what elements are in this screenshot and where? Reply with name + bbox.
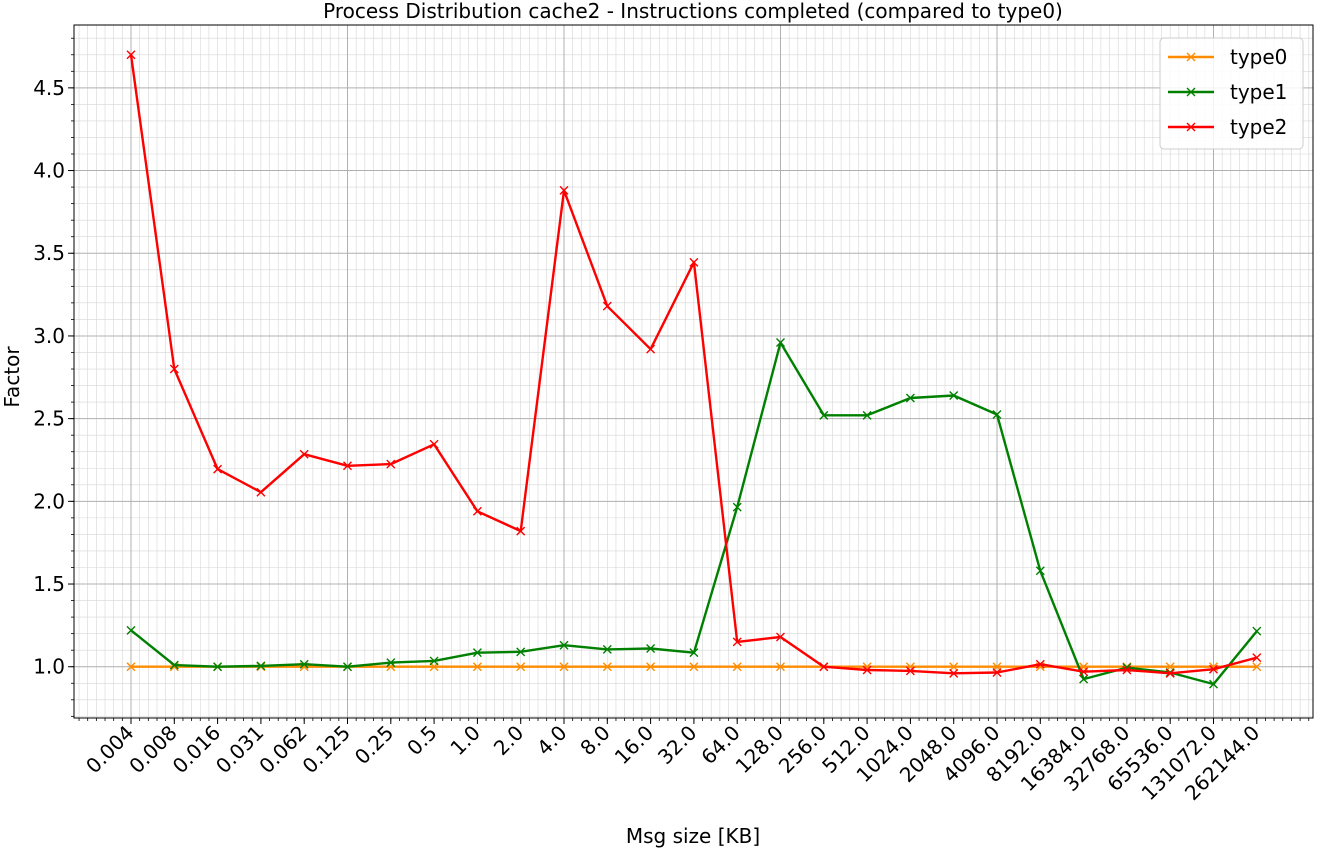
data-point-type2: [732, 637, 742, 647]
series-layer: [126, 50, 1262, 689]
series-type1: [126, 338, 1262, 689]
data-point-type0: [776, 662, 785, 672]
data-point-type1: [1209, 679, 1218, 689]
data-point-type1: [516, 647, 526, 657]
data-point-type1: [1035, 566, 1045, 576]
legend-label: type2: [1230, 115, 1287, 139]
data-point-type2: [343, 461, 352, 471]
y-tick-label: 3.5: [33, 241, 65, 265]
data-point-type1: [169, 660, 179, 670]
minor-grid: [74, 25, 1313, 718]
data-point-type2: [559, 185, 569, 195]
legend-marker: [1186, 122, 1196, 132]
data-point-type1: [429, 656, 439, 666]
data-point-type2: [905, 666, 915, 676]
data-point-type2: [862, 665, 872, 675]
data-point-type2: [213, 464, 223, 474]
data-point-type2: [472, 506, 482, 516]
data-point-type2: [992, 668, 1002, 678]
data-point-type0: [905, 662, 915, 672]
legend: type0 type1 type2: [1159, 37, 1304, 150]
data-point-type1: [602, 644, 612, 654]
y-tick-label: 1.0: [33, 655, 65, 679]
data-point-type2: [1209, 664, 1218, 674]
data-point-type2: [386, 459, 396, 469]
legend-label: type0: [1230, 45, 1287, 69]
data-point-type1: [732, 502, 742, 512]
data-point-type2: [256, 487, 266, 497]
y-tick-label: 4.5: [33, 76, 65, 100]
data-point-type1: [689, 648, 699, 658]
x-axis-label: Msg size [KB]: [626, 824, 760, 848]
legend-marker: [1186, 52, 1196, 62]
data-point-type1: [343, 662, 352, 672]
legend-item-type0: type0: [1168, 45, 1287, 69]
data-point-type2: [819, 662, 829, 672]
legend-box: [1159, 37, 1304, 150]
y-tick-label: 4.0: [33, 159, 65, 183]
legend-item-type2: type2: [1168, 115, 1287, 139]
series-type2: [126, 50, 1262, 678]
data-point-type2: [516, 526, 526, 536]
data-point-type0: [126, 662, 136, 672]
data-point-type2: [1035, 659, 1045, 669]
data-point-type1: [862, 410, 872, 420]
legend-item-type1: type1: [1168, 80, 1287, 104]
data-point-type0: [516, 662, 526, 672]
data-point-type2: [689, 257, 699, 267]
data-point-type2: [1079, 667, 1089, 677]
data-point-type0: [602, 662, 612, 672]
data-point-type1: [299, 659, 309, 669]
data-point-type1: [559, 640, 569, 650]
data-point-type2: [299, 449, 309, 459]
y-tick-label: 2.0: [33, 489, 65, 513]
data-point-type0: [386, 662, 396, 672]
data-point-type0: [1252, 662, 1262, 672]
data-point-type0: [646, 662, 656, 672]
data-point-type0: [949, 662, 959, 672]
data-point-type1: [646, 644, 656, 654]
data-point-type1: [992, 410, 1002, 419]
data-point-type2: [429, 439, 439, 449]
data-point-type0: [472, 662, 482, 672]
data-point-type1: [1252, 626, 1262, 636]
data-point-type2: [776, 632, 785, 642]
data-point-type1: [256, 661, 266, 671]
legend-label: type1: [1230, 80, 1287, 104]
data-point-type2: [949, 668, 959, 678]
data-point-type2: [169, 364, 179, 374]
y-tick-label: 3.0: [33, 324, 65, 348]
y-axis-label: Factor: [0, 346, 24, 408]
data-point-type1: [1079, 674, 1089, 684]
data-point-type1: [472, 648, 482, 658]
data-point-type1: [213, 662, 223, 672]
data-point-type1: [776, 338, 785, 348]
y-tick-label: 2.5: [33, 407, 65, 431]
data-point-type1: [386, 658, 396, 668]
data-point-type2: [1165, 668, 1175, 678]
data-point-type2: [602, 301, 612, 311]
data-point-type0: [732, 662, 742, 672]
major-grid: [74, 25, 1313, 718]
data-point-type1: [949, 390, 959, 400]
data-point-type2: [1252, 653, 1262, 663]
data-point-type2: [646, 344, 656, 354]
data-point-type1: [905, 393, 915, 403]
data-point-type0: [689, 662, 699, 672]
chart-title: Process Distribution cache2 - Instructio…: [323, 0, 1063, 23]
data-point-type2: [1122, 665, 1132, 675]
data-point-type1: [819, 410, 829, 420]
legend-marker: [1186, 87, 1196, 97]
data-point-type1: [126, 625, 136, 635]
y-tick-label: 1.5: [33, 572, 65, 596]
data-point-type2: [126, 50, 136, 60]
data-point-type0: [559, 662, 569, 672]
